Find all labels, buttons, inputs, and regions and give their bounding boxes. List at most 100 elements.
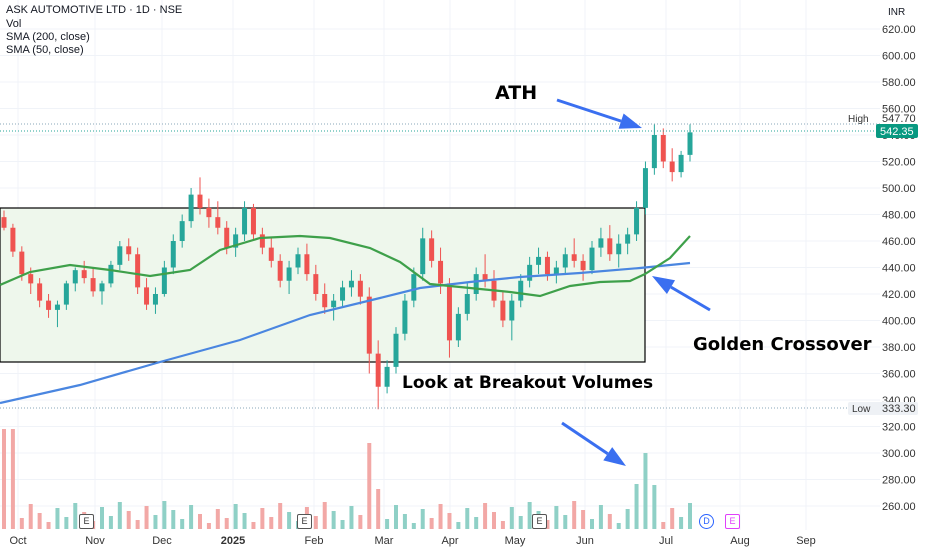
volume-bar [509, 507, 514, 529]
currency-label: INR [888, 7, 906, 18]
high-label: High [848, 114, 869, 125]
candle-body [536, 256, 542, 265]
last-price-value: 542.35 [880, 126, 914, 138]
candle-body [295, 254, 301, 268]
x-tick-label: Nov [85, 535, 105, 547]
volume-bar [287, 512, 292, 529]
low-badge [848, 402, 918, 415]
candle-body [322, 294, 328, 308]
y-tick-label: 280.00 [882, 475, 916, 487]
volume-bar [465, 508, 470, 529]
price-axis: 260.00280.00300.00320.00340.00360.00380.… [882, 24, 916, 513]
candle-body [340, 287, 346, 301]
ath-arrow-shaft [556, 98, 622, 123]
candle-body [46, 300, 52, 310]
candle-body [286, 267, 292, 281]
x-tick-label: Sep [796, 535, 816, 547]
volume-bar [358, 515, 363, 529]
candle-body [54, 304, 60, 310]
candle-body [63, 283, 69, 305]
candle-body [411, 274, 417, 301]
x-tick-label: Jun [576, 535, 594, 547]
volume-bar [37, 513, 42, 529]
candle-body [242, 207, 248, 235]
volume-bar [126, 511, 131, 529]
candle-body [170, 241, 176, 268]
high-value: 547.70 [882, 113, 916, 125]
volume-bar [634, 484, 639, 529]
volume-bar [598, 505, 603, 529]
candle-body [562, 254, 568, 268]
candle-body [81, 270, 87, 279]
candle-body [580, 260, 586, 271]
dividend-marker[interactable]: D [699, 514, 714, 529]
volume-bar [215, 509, 220, 529]
earnings-marker-1[interactable]: E [79, 514, 94, 529]
volume-bar [19, 518, 24, 529]
x-tick-label: Feb [305, 535, 324, 547]
sma-50-line [0, 234, 691, 298]
candle-body [482, 274, 488, 281]
volume-bar [500, 521, 505, 529]
volume-bar [411, 523, 416, 529]
volume-bar [340, 520, 345, 529]
candle-body [224, 227, 230, 248]
volume-bar [483, 503, 488, 529]
volume-bar [189, 505, 194, 529]
earnings-marker-3[interactable]: E [532, 514, 547, 529]
candle-body [402, 300, 408, 334]
candle-body [544, 256, 550, 275]
volume-bar [144, 506, 149, 529]
candle-body [625, 234, 631, 244]
y-tick-label: 460.00 [882, 236, 916, 248]
volume-bar [518, 516, 523, 529]
candle-body [634, 207, 640, 235]
volume-bar [438, 504, 443, 529]
volume-bar [349, 506, 354, 529]
candle-body [429, 238, 435, 261]
x-tick-label: Mar [375, 535, 394, 547]
candle-body [268, 247, 274, 261]
volume-bar [117, 502, 122, 529]
volume-bar [625, 509, 630, 529]
volume-bar [162, 501, 167, 529]
volume-bar [100, 507, 104, 529]
candle-body [135, 254, 141, 288]
volume-bar [10, 429, 15, 529]
x-tick-label: Oct [9, 535, 26, 547]
x-tick-label: 2025 [221, 535, 245, 547]
candle-body [233, 234, 239, 248]
volume-bar [278, 503, 283, 529]
y-tick-label: 260.00 [882, 501, 916, 513]
earnings-marker-2[interactable]: E [297, 514, 312, 529]
y-tick-label: 320.00 [882, 422, 916, 434]
candle-body [651, 135, 657, 169]
y-tick-label: 420.00 [882, 289, 916, 301]
y-tick-label: 580.00 [882, 77, 916, 89]
candle-body [259, 234, 265, 248]
volume-bar [251, 522, 256, 529]
ath-arrow-head [618, 113, 642, 129]
candle-body [509, 300, 515, 321]
candle-body [126, 246, 132, 255]
earnings-marker-upcoming[interactable]: E [725, 514, 740, 529]
volume-bar [46, 522, 51, 529]
volume-bar [331, 511, 336, 529]
indicator-sma200: SMA (200, close) [6, 31, 90, 43]
candle-body [99, 283, 105, 292]
volume-bar [545, 520, 550, 529]
crossover-arrow-shaft [670, 285, 711, 312]
candle-body [669, 161, 675, 173]
last-price-badge [876, 124, 918, 138]
volume-bar [135, 520, 140, 529]
candle-body [348, 280, 354, 288]
candle-body [571, 254, 577, 261]
volume-bar [2, 429, 6, 529]
volume-bars [2, 429, 692, 529]
candle-body [304, 254, 310, 275]
volume-bar [224, 518, 229, 529]
volume-bar [652, 485, 657, 529]
candle-body [464, 294, 470, 314]
consolidation-box [0, 207, 646, 363]
